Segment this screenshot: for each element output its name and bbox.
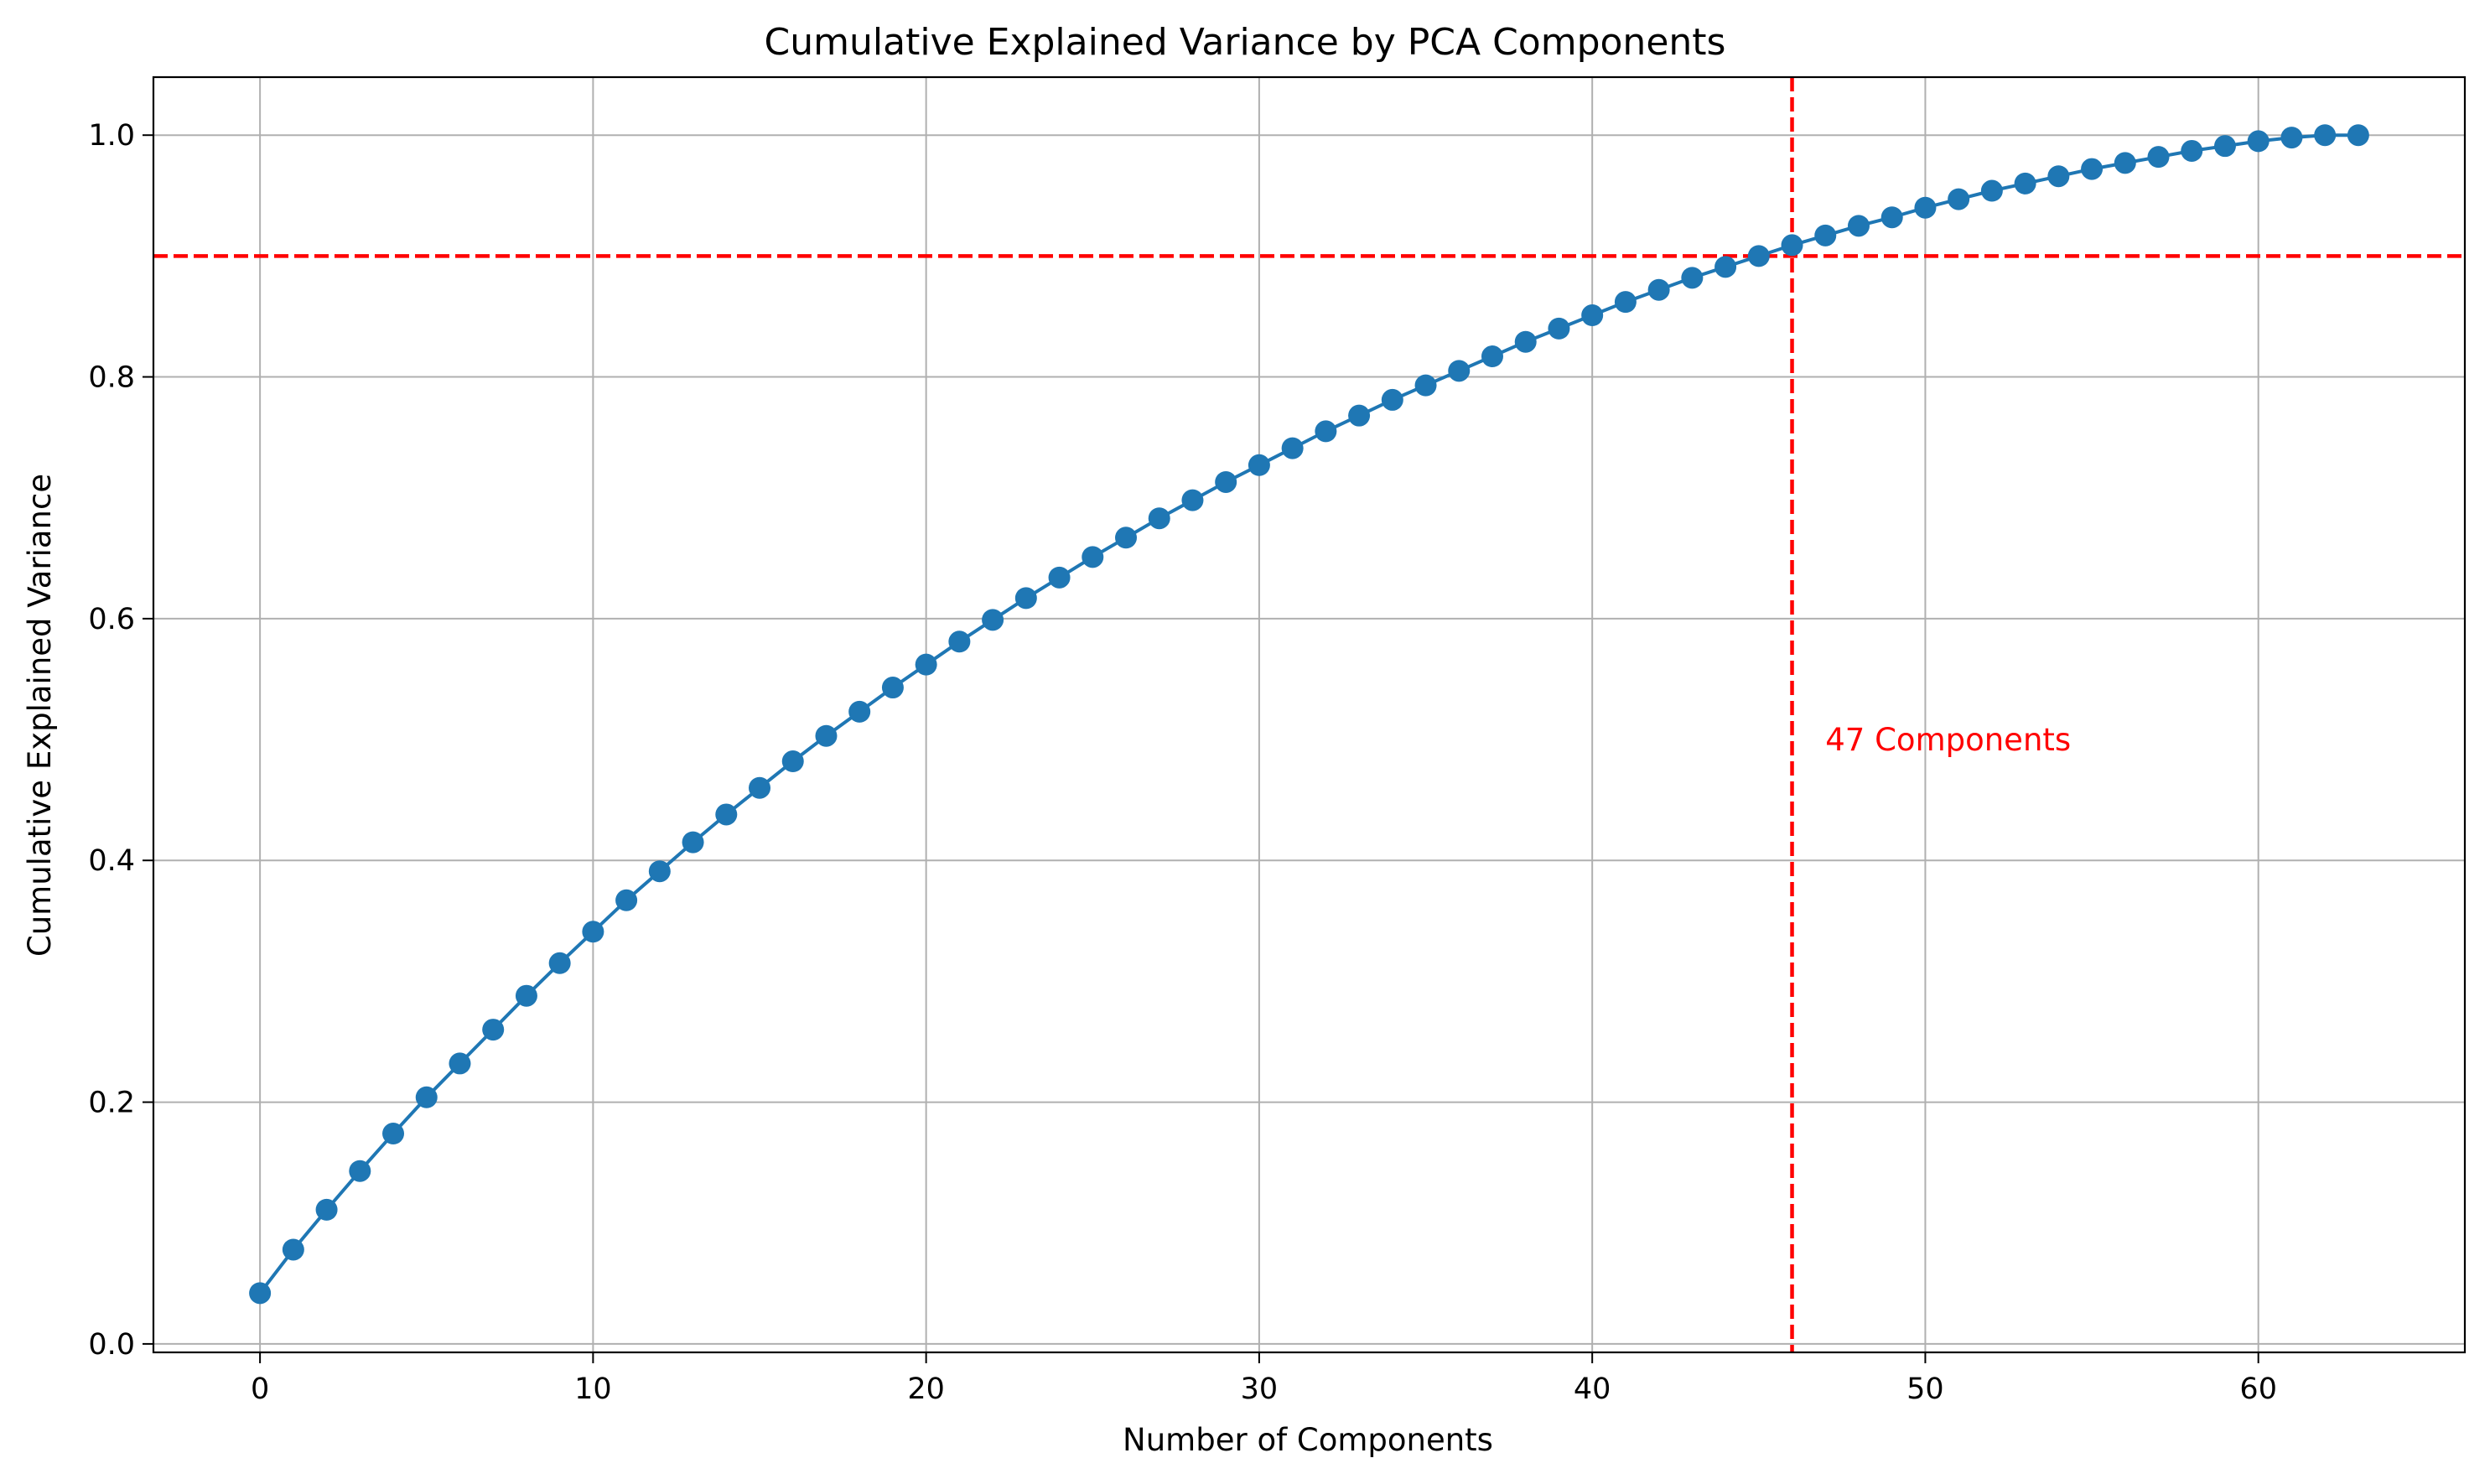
data-point xyxy=(1215,470,1237,493)
data-point xyxy=(1248,454,1270,476)
x-tick-label: 60 xyxy=(2239,1372,2277,1406)
data-point xyxy=(548,952,571,974)
data-point xyxy=(515,984,537,1007)
data-point xyxy=(1747,245,1770,267)
data-point xyxy=(1181,489,1204,511)
y-tick-label: 0.6 xyxy=(88,603,135,636)
data-point xyxy=(1014,587,1037,610)
data-point xyxy=(982,609,1004,631)
data-point xyxy=(848,700,871,723)
y-tick-label: 0.8 xyxy=(88,361,135,395)
data-point xyxy=(1315,420,1337,443)
data-point xyxy=(1514,330,1537,353)
y-axis-label: Cumulative Explained Variance xyxy=(22,474,58,957)
x-axis-label: Number of Components xyxy=(1123,1422,1493,1458)
data-point xyxy=(615,889,638,911)
data-point xyxy=(1414,374,1437,397)
y-tick-label: 0.4 xyxy=(88,844,135,878)
data-series xyxy=(249,124,2369,1305)
x-tick-label: 40 xyxy=(1574,1372,1611,1406)
data-point xyxy=(1614,291,1637,314)
data-point xyxy=(1448,360,1471,382)
data-point xyxy=(1281,437,1304,459)
data-point xyxy=(315,1198,338,1221)
data-point xyxy=(1381,388,1403,411)
data-point xyxy=(2247,130,2270,153)
annotations: 47 Components xyxy=(1825,722,2071,758)
data-point xyxy=(881,677,904,699)
data-point xyxy=(1082,546,1104,568)
x-tick-label: 50 xyxy=(1906,1372,1944,1406)
data-point xyxy=(1548,317,1570,340)
data-point xyxy=(749,776,771,799)
data-point xyxy=(1647,278,1670,301)
data-point xyxy=(915,653,937,676)
y-tick-label: 0.2 xyxy=(88,1087,135,1120)
data-point xyxy=(2114,152,2136,174)
data-point xyxy=(2081,158,2104,180)
data-point xyxy=(1948,188,1970,210)
series-line xyxy=(258,133,2358,1295)
data-point xyxy=(815,724,838,747)
x-tick-label: 20 xyxy=(907,1372,945,1406)
x-tick-label: 0 xyxy=(251,1372,269,1406)
data-point xyxy=(1714,256,1737,278)
data-point xyxy=(648,860,671,883)
data-point xyxy=(349,1160,371,1182)
data-point xyxy=(415,1086,438,1108)
y-tick-label: 0.0 xyxy=(88,1328,135,1362)
data-point xyxy=(1847,215,1870,237)
x-tick-label: 30 xyxy=(1241,1372,1279,1406)
x-tick-label: 10 xyxy=(574,1372,612,1406)
data-point xyxy=(1115,527,1138,549)
annotation-label: 47 Components xyxy=(1825,722,2071,758)
data-point xyxy=(2014,172,2036,195)
data-point xyxy=(1581,304,1604,327)
data-point xyxy=(1980,179,2003,202)
data-point xyxy=(2314,124,2337,147)
data-point xyxy=(948,630,971,653)
data-point xyxy=(682,831,704,854)
axis-ticks: 0 10 20 30 40 50 60 0.0 0.2 0.4 0.6 0.8 1.0 xyxy=(88,119,2277,1406)
data-point xyxy=(2181,139,2203,162)
reference-lines xyxy=(153,77,2465,1352)
data-point xyxy=(1681,267,1704,289)
chart-title: Cumulative Explained Variance by PCA Com… xyxy=(765,21,1726,64)
data-point xyxy=(2347,124,2369,147)
data-point xyxy=(2147,146,2170,169)
data-point xyxy=(1048,566,1071,589)
data-point xyxy=(282,1238,304,1261)
data-point xyxy=(1148,507,1170,530)
data-point xyxy=(1880,206,1903,229)
data-point xyxy=(1481,345,1503,368)
data-point xyxy=(1914,196,1937,219)
data-point xyxy=(449,1052,471,1075)
data-point xyxy=(2280,127,2303,149)
data-point xyxy=(249,1282,272,1305)
data-point xyxy=(1348,404,1371,427)
plot-frame xyxy=(152,75,2467,1354)
data-point xyxy=(482,1019,505,1041)
data-point xyxy=(1781,234,1803,257)
data-point xyxy=(582,921,604,943)
data-point xyxy=(715,803,738,826)
y-tick-label: 1.0 xyxy=(88,119,135,153)
data-point xyxy=(382,1123,405,1145)
data-point xyxy=(2213,135,2236,158)
data-point xyxy=(781,750,804,773)
data-point xyxy=(2047,165,2070,188)
grid-lines xyxy=(153,77,2465,1352)
data-point xyxy=(1814,224,1837,246)
